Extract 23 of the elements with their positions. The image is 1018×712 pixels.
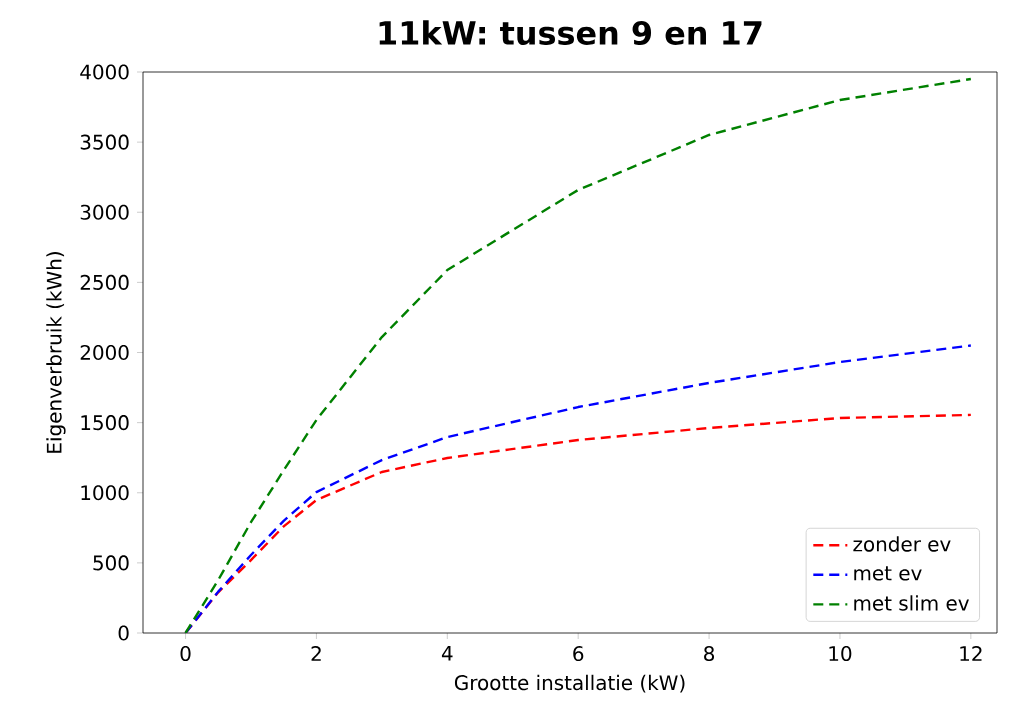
- x-tick-label: 10: [829, 646, 852, 662]
- y-tick-label: 2500: [80, 274, 129, 290]
- x-tick-label: 4: [441, 646, 453, 661]
- chart-title: 11kW: tussen 9 en 17: [379, 20, 762, 45]
- y-tick-label: 3500: [80, 134, 129, 150]
- y-tick-label: 4000: [80, 64, 129, 80]
- legend-label: met ev: [854, 566, 922, 581]
- x-axis-title: Grootte installatie (kW): [454, 674, 685, 693]
- y-tick-label: 1000: [81, 485, 129, 501]
- line-series: [184, 77, 973, 633]
- x-tick-label: 0: [180, 646, 191, 662]
- x-tick-label: 12: [960, 646, 982, 661]
- x-tick-label: 2: [311, 646, 321, 661]
- y-tick-label: 500: [93, 555, 129, 571]
- x-tick-label: 6: [573, 646, 584, 662]
- x-tick-label: 8: [704, 646, 715, 662]
- y-tick-label: 1500: [81, 415, 129, 431]
- legend-label: met slim ev: [854, 595, 969, 611]
- y-tick-label: 2000: [80, 344, 129, 361]
- y-tick-label: 3000: [80, 204, 129, 220]
- y-tick-label: 0: [118, 625, 129, 641]
- legend-label: zonder ev: [853, 536, 951, 552]
- y-axis-title: Eigenverbruik (kWh): [46, 252, 66, 453]
